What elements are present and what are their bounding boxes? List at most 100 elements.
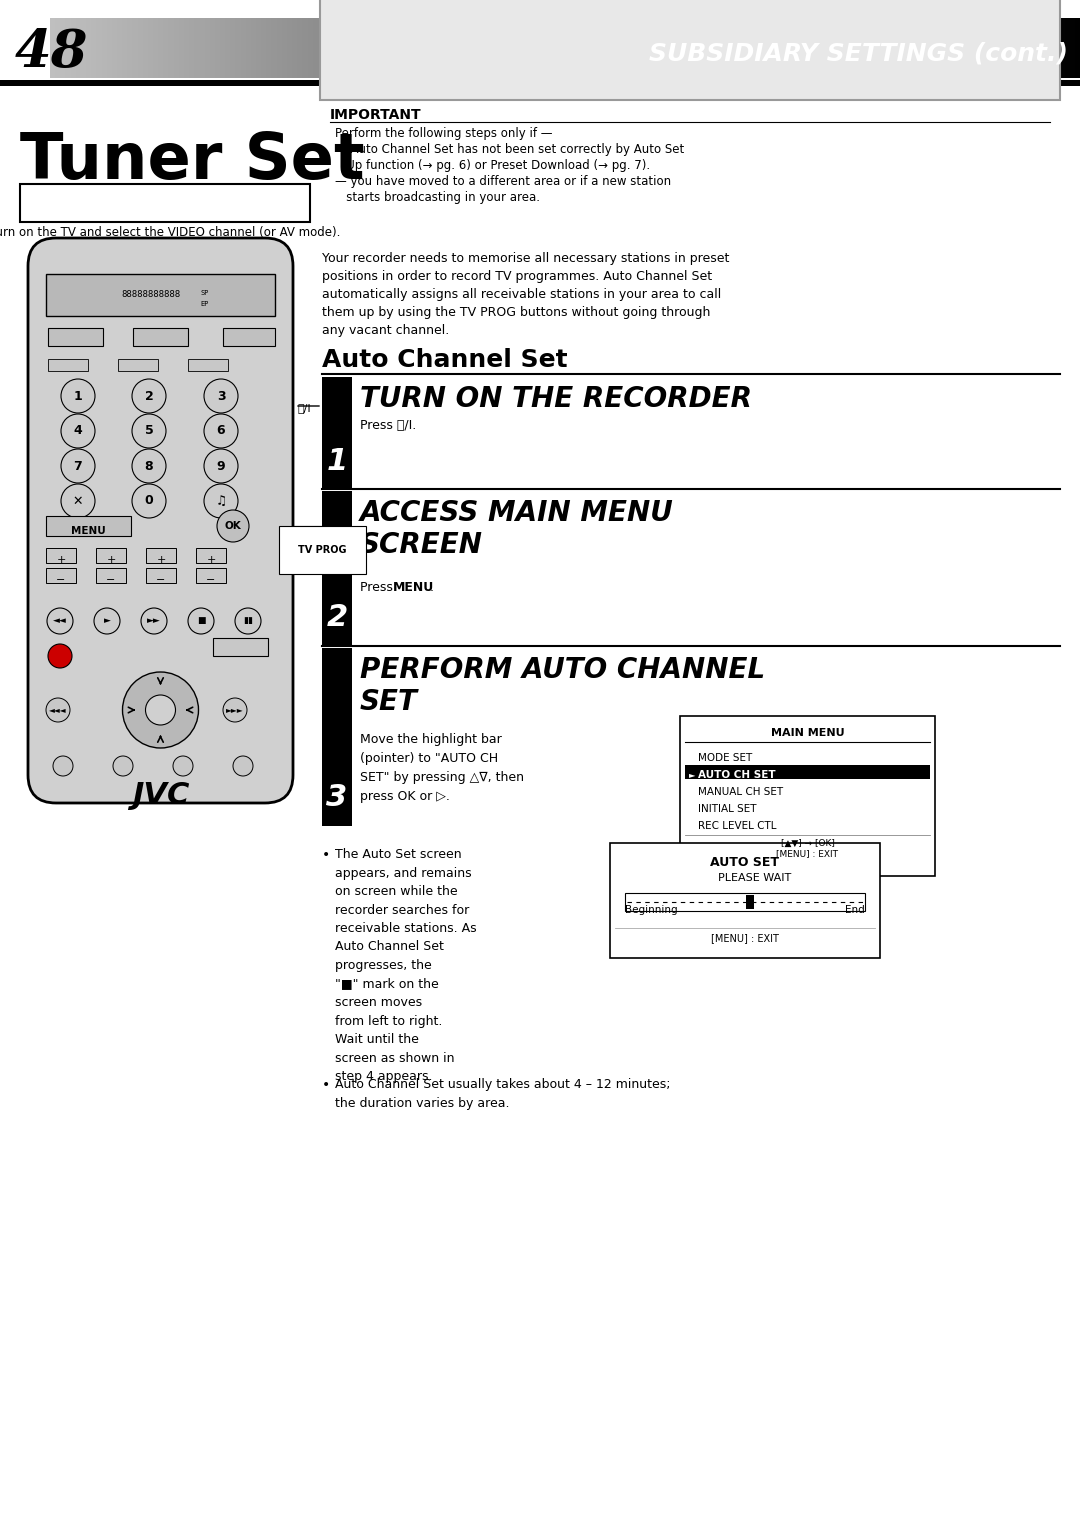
Bar (699, 18, 704, 78)
Text: ►►: ►► (147, 617, 161, 626)
Bar (364, 18, 369, 78)
Text: •: • (322, 848, 330, 862)
Bar (96, 568, 126, 583)
Bar (442, 18, 446, 78)
Bar (146, 568, 176, 583)
Bar (256, 18, 261, 78)
Bar (220, 18, 225, 78)
Bar (271, 18, 276, 78)
Text: ►►►: ►►► (226, 705, 244, 714)
Bar (349, 18, 354, 78)
Bar (693, 18, 699, 78)
Bar (81, 18, 86, 78)
Bar (513, 18, 518, 78)
Bar (967, 18, 972, 78)
Text: 2: 2 (145, 389, 153, 403)
Bar (658, 18, 663, 78)
Bar (318, 18, 323, 78)
Bar (611, 18, 617, 78)
Bar (1024, 18, 1028, 78)
Bar (746, 896, 754, 909)
Bar (972, 18, 977, 78)
Circle shape (188, 607, 214, 633)
Bar (48, 328, 103, 346)
Bar (1075, 18, 1080, 78)
Bar (55, 18, 60, 78)
Circle shape (217, 510, 249, 542)
Bar (46, 548, 76, 563)
Bar (195, 548, 226, 563)
Bar (771, 18, 777, 78)
Bar (431, 18, 436, 78)
Bar (375, 18, 379, 78)
Bar (222, 328, 275, 346)
Bar (158, 18, 163, 78)
Bar (60, 18, 66, 78)
Bar (492, 18, 498, 78)
Bar (951, 18, 957, 78)
Bar (401, 18, 405, 78)
Bar (859, 18, 864, 78)
Text: Perform the following steps only if —: Perform the following steps only if — (335, 127, 553, 140)
Bar (369, 18, 375, 78)
Bar (617, 18, 622, 78)
Text: 2: 2 (326, 603, 348, 632)
Bar (322, 377, 352, 488)
Bar (472, 18, 477, 78)
Bar (194, 18, 200, 78)
Bar (390, 18, 395, 78)
Bar (946, 18, 951, 78)
Bar (148, 18, 153, 78)
Bar (343, 18, 349, 78)
Text: Press: Press (360, 581, 396, 594)
Bar (21, 185, 310, 221)
Bar (200, 18, 204, 78)
Bar (230, 18, 235, 78)
Bar (529, 18, 535, 78)
Text: Auto Channel Set usually takes about 4 – 12 minutes;
the duration varies by area: Auto Channel Set usually takes about 4 –… (335, 1077, 671, 1109)
Bar (1049, 18, 1054, 78)
Bar (684, 18, 689, 78)
Bar (282, 18, 287, 78)
Bar (143, 18, 148, 78)
Bar (276, 18, 282, 78)
Circle shape (60, 484, 95, 517)
Bar (457, 18, 462, 78)
Bar (550, 18, 555, 78)
Bar (957, 18, 961, 78)
Bar (626, 18, 632, 78)
Bar (213, 638, 268, 656)
Bar (905, 18, 910, 78)
Bar (174, 18, 179, 78)
Bar (70, 18, 76, 78)
Bar (900, 18, 905, 78)
Bar (117, 18, 122, 78)
Circle shape (204, 484, 238, 517)
Bar (1039, 18, 1044, 78)
Text: PERFORM AUTO CHANNEL
SET: PERFORM AUTO CHANNEL SET (360, 656, 765, 716)
Text: ◄◄◄: ◄◄◄ (50, 705, 67, 714)
Text: Move the highlight bar
(pointer) to "AUTO CH
SET" by pressing △∇, then
press OK : Move the highlight bar (pointer) to "AUT… (360, 732, 524, 803)
Text: +: + (106, 555, 116, 565)
Bar (195, 568, 226, 583)
Text: ✕: ✕ (72, 494, 83, 508)
Text: ♫: ♫ (215, 494, 227, 508)
Bar (848, 18, 853, 78)
Circle shape (53, 755, 73, 777)
Text: — you have moved to a different area or if a new station: — you have moved to a different area or … (335, 175, 671, 188)
Bar (436, 18, 442, 78)
Text: [MENU] : EXIT: [MENU] : EXIT (711, 932, 779, 943)
Bar (931, 18, 935, 78)
Text: ◄◄: ◄◄ (53, 617, 67, 626)
Text: 1: 1 (326, 447, 348, 476)
Bar (323, 18, 328, 78)
Bar (652, 18, 658, 78)
Text: Up function (→ pg. 6) or Preset Download (→ pg. 7).: Up function (→ pg. 6) or Preset Download… (335, 159, 650, 172)
Text: 0: 0 (145, 494, 153, 508)
Bar (797, 18, 801, 78)
Bar (874, 18, 879, 78)
Text: 1: 1 (73, 389, 82, 403)
Bar (287, 18, 292, 78)
Bar (405, 18, 410, 78)
Bar (885, 18, 890, 78)
